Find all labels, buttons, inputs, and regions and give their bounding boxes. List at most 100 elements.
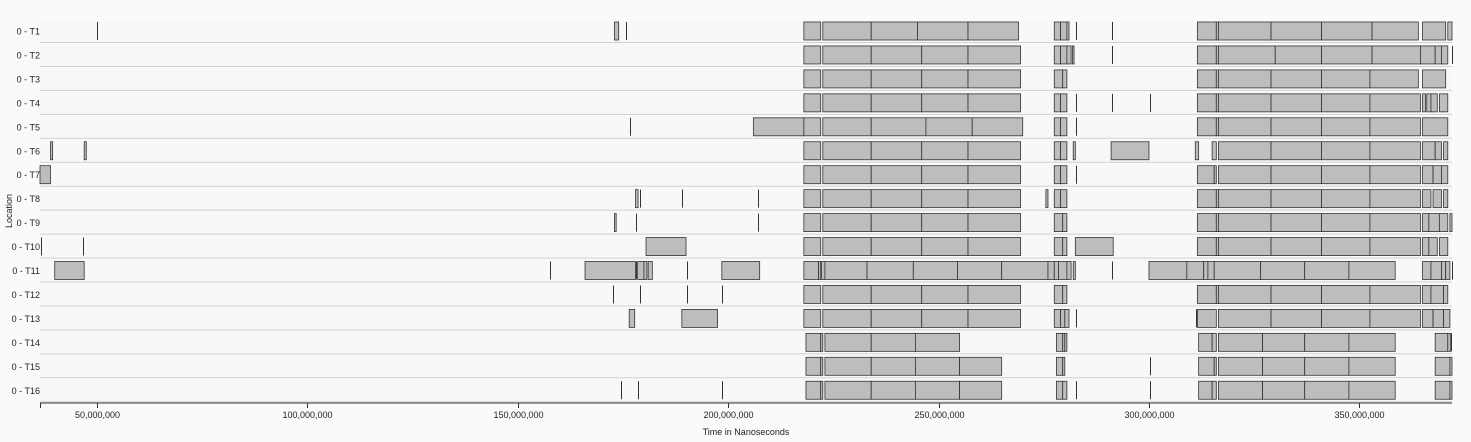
- timeline-segment[interactable]: [1434, 45, 1442, 65]
- timeline-segment[interactable]: [914, 356, 960, 376]
- timeline-segment[interactable]: [635, 189, 639, 209]
- timeline-segment[interactable]: [1071, 45, 1075, 65]
- timeline-segment[interactable]: [1218, 93, 1272, 113]
- timeline-segment[interactable]: [1148, 261, 1188, 280]
- timeline-segment[interactable]: [1196, 45, 1217, 65]
- timeline-segment[interactable]: [1058, 261, 1068, 280]
- timeline-segment[interactable]: [870, 45, 923, 65]
- timeline-segment[interactable]: [957, 261, 1003, 280]
- timeline-segment[interactable]: [1430, 261, 1442, 280]
- timeline-segment[interactable]: [1321, 308, 1371, 328]
- timeline-segment[interactable]: [870, 356, 916, 376]
- timeline-segment[interactable]: [1430, 285, 1444, 304]
- timeline-segment[interactable]: [967, 285, 1022, 304]
- timeline-segment[interactable]: [967, 308, 1022, 328]
- timeline-segment[interactable]: [1369, 69, 1419, 89]
- timeline-segment[interactable]: [1321, 141, 1371, 161]
- timeline-segment[interactable]: [1422, 285, 1432, 304]
- timeline-segment[interactable]: [1432, 308, 1444, 328]
- timeline-segment[interactable]: [1270, 308, 1322, 328]
- timeline-segment[interactable]: [1432, 189, 1442, 209]
- timeline-segment[interactable]: [1066, 21, 1070, 41]
- timeline-segment[interactable]: [803, 237, 822, 256]
- timeline-segment[interactable]: [1060, 308, 1066, 328]
- timeline-segment[interactable]: [967, 213, 1022, 233]
- timeline-segment[interactable]: [50, 141, 54, 161]
- timeline-segment[interactable]: [1304, 380, 1350, 400]
- timeline-segment[interactable]: [1438, 93, 1449, 113]
- timeline-segment[interactable]: [1438, 237, 1449, 256]
- timeline-segment[interactable]: [1196, 93, 1217, 113]
- timeline-segment[interactable]: [1066, 45, 1072, 65]
- timeline-segment[interactable]: [822, 69, 872, 89]
- timeline-segment[interactable]: [1218, 380, 1264, 400]
- timeline-segment[interactable]: [1348, 356, 1396, 376]
- timeline-segment[interactable]: [803, 141, 822, 161]
- timeline-segment[interactable]: [1422, 93, 1426, 113]
- timeline-segment[interactable]: [1196, 213, 1217, 233]
- timeline-segment[interactable]: [1060, 117, 1068, 137]
- timeline-segment[interactable]: [1053, 21, 1061, 41]
- timeline-segment[interactable]: [1218, 237, 1272, 256]
- timeline-segment[interactable]: [1060, 45, 1068, 65]
- timeline-segment[interactable]: [870, 165, 923, 185]
- timeline-segment[interactable]: [1371, 21, 1419, 41]
- timeline-segment[interactable]: [1369, 237, 1421, 256]
- timeline-segment[interactable]: [1422, 165, 1434, 185]
- timeline-segment[interactable]: [870, 237, 923, 256]
- timeline-segment[interactable]: [967, 165, 1022, 185]
- timeline-segment[interactable]: [1270, 69, 1322, 89]
- timeline-segment[interactable]: [1062, 237, 1068, 256]
- timeline-segment[interactable]: [1218, 213, 1272, 233]
- timeline-segment[interactable]: [1348, 380, 1396, 400]
- timeline-segment[interactable]: [1438, 213, 1449, 233]
- timeline-segment[interactable]: [803, 93, 822, 113]
- timeline-segment[interactable]: [721, 261, 761, 280]
- timeline-segment[interactable]: [1053, 261, 1059, 280]
- timeline-segment[interactable]: [1218, 165, 1272, 185]
- timeline-segment[interactable]: [1428, 213, 1440, 233]
- timeline-segment[interactable]: [820, 380, 824, 400]
- timeline-segment[interactable]: [1062, 356, 1066, 376]
- timeline-segment[interactable]: [1422, 189, 1432, 209]
- timeline-segment[interactable]: [870, 21, 918, 41]
- timeline-segment[interactable]: [584, 261, 636, 280]
- timeline-segment[interactable]: [921, 213, 969, 233]
- timeline-segment[interactable]: [1262, 356, 1306, 376]
- timeline-segment[interactable]: [1369, 308, 1421, 328]
- timeline-segment[interactable]: [1053, 93, 1061, 113]
- timeline-segment[interactable]: [647, 261, 653, 280]
- timeline-segment[interactable]: [822, 285, 872, 304]
- timeline-segment[interactable]: [1422, 213, 1430, 233]
- timeline-segment[interactable]: [1274, 45, 1322, 65]
- timeline-segment[interactable]: [870, 189, 923, 209]
- timeline-segment[interactable]: [921, 69, 969, 89]
- timeline-segment[interactable]: [1196, 69, 1217, 89]
- timeline-segment[interactable]: [822, 213, 872, 233]
- timeline-segment[interactable]: [1434, 332, 1449, 352]
- timeline-segment[interactable]: [1213, 261, 1261, 280]
- timeline-segment[interactable]: [967, 45, 1022, 65]
- timeline-segment[interactable]: [967, 69, 1022, 89]
- timeline-segment[interactable]: [1321, 117, 1371, 137]
- timeline-segment[interactable]: [1196, 285, 1217, 304]
- timeline-segment[interactable]: [1196, 308, 1217, 328]
- timeline-segment[interactable]: [1430, 93, 1438, 113]
- timeline-segment[interactable]: [1262, 332, 1306, 352]
- timeline-segment[interactable]: [1198, 380, 1213, 400]
- timeline-segment[interactable]: [1270, 285, 1322, 304]
- timeline-segment[interactable]: [1053, 237, 1064, 256]
- timeline-segment[interactable]: [967, 93, 1022, 113]
- timeline-segment[interactable]: [1060, 165, 1068, 185]
- timeline-segment[interactable]: [1428, 237, 1438, 256]
- timeline-segment[interactable]: [921, 45, 969, 65]
- timeline-segment[interactable]: [1203, 261, 1209, 280]
- timeline-segment[interactable]: [1066, 261, 1072, 280]
- timeline-segment[interactable]: [1422, 308, 1434, 328]
- timeline-segment[interactable]: [1432, 165, 1442, 185]
- timeline-segment[interactable]: [1369, 165, 1421, 185]
- timeline-segment[interactable]: [1270, 141, 1322, 161]
- timeline-segment[interactable]: [1062, 213, 1068, 233]
- timeline-segment[interactable]: [1218, 69, 1272, 89]
- timeline-segment[interactable]: [1443, 285, 1449, 304]
